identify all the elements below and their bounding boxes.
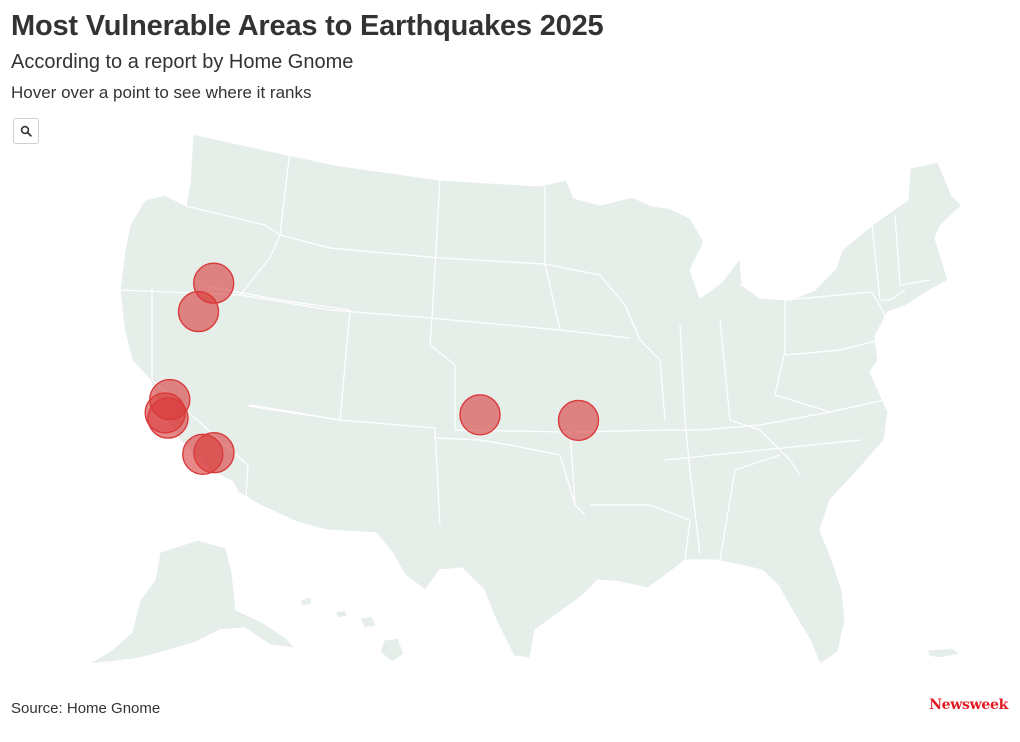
newsweek-logo: Newsweek [929,697,1008,713]
contiguous-us-land [119,133,963,665]
hover-instruction: Hover over a point to see where it ranks [11,83,312,102]
map-point-7[interactable] [459,394,501,436]
state-borders [119,149,931,561]
search-icon [20,125,32,137]
hawaii-land [299,596,405,663]
map-point-1[interactable] [177,290,220,333]
zoom-button[interactable] [13,118,39,144]
page-title: Most Vulnerable Areas to Earthquakes 202… [11,10,604,42]
alaska-land [87,539,297,665]
source-note: Source: Home Gnome [11,700,161,717]
earthquake-points [144,262,600,475]
puerto-rico-land [927,647,962,659]
map-point-4[interactable] [147,397,189,439]
map-point-8[interactable] [557,399,600,442]
map-point-6[interactable] [193,432,235,474]
page-subtitle: According to a report by Home Gnome [11,51,354,73]
